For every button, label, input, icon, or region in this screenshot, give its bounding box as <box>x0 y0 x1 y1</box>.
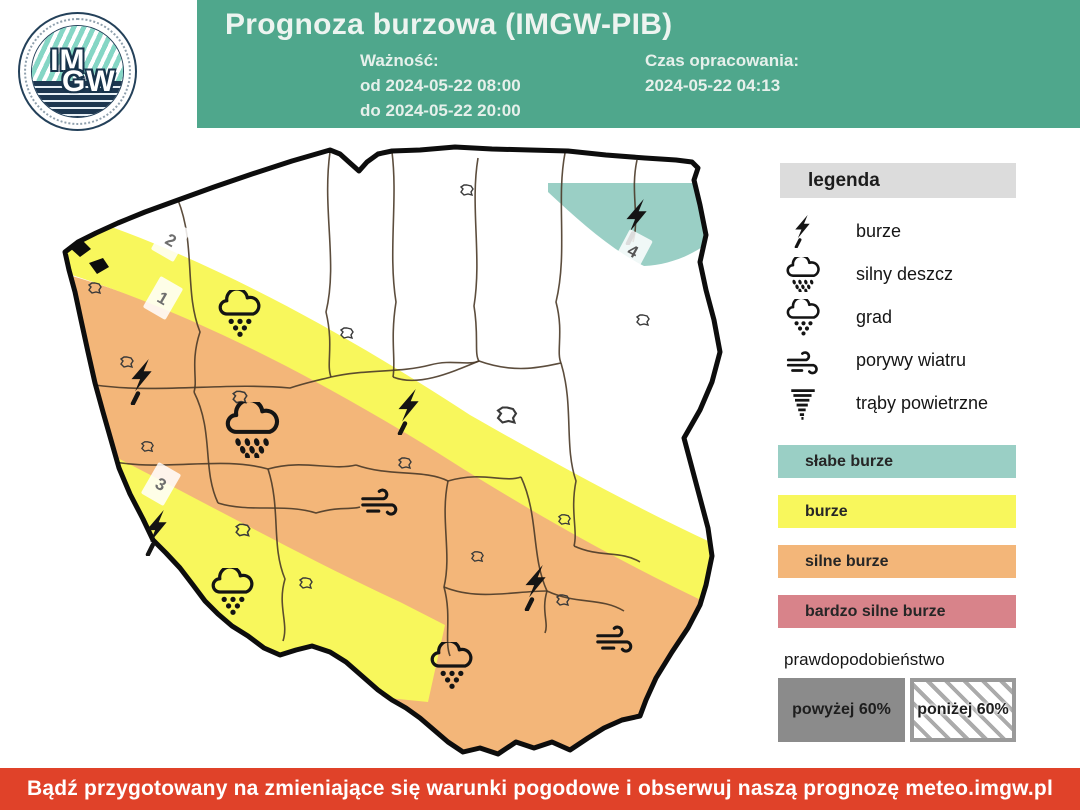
lagoon-islands <box>70 241 109 274</box>
heavy-rain-icon <box>786 257 821 292</box>
zone-weak-storms <box>548 183 716 266</box>
legend-row-heavy-rain: silny deszcz <box>780 253 1030 296</box>
severity-label: silne burze <box>805 553 889 570</box>
wind-gust-icon <box>784 347 822 375</box>
issued-label: Czas opracowania: <box>645 51 799 70</box>
legend-label: grad <box>856 307 893 327</box>
lightning-icon <box>793 215 814 248</box>
probability-label: poniżej 60% <box>917 701 1009 718</box>
tornado-icon <box>788 388 818 420</box>
legend-label: porywy wiatru <box>856 350 967 370</box>
imgw-logo-badge: IM GW <box>31 25 124 118</box>
severity-label: słabe burze <box>805 453 894 470</box>
legend-title: legenda <box>780 163 1016 198</box>
hail-icon <box>786 299 821 336</box>
severity-swatch-strong: silne burze <box>778 545 1016 578</box>
footer-banner: Bądź przygotowany na zmieniające się war… <box>0 768 1080 810</box>
zone-label-4: 4 <box>613 229 653 273</box>
legend-row-tornadoes: trąby powietrzne <box>780 382 1030 425</box>
zone-label-3: 3 <box>141 462 181 506</box>
severity-swatch-very-strong: bardzo silne burze <box>778 595 1016 628</box>
issued-time: 2024-05-22 04:13 <box>645 76 781 95</box>
validity-label: Ważność: <box>360 51 439 70</box>
legend-phenomena: burze silny deszcz grad porywy wiatru tr… <box>780 210 1030 425</box>
valid-to: do 2024-05-22 20:00 <box>360 101 521 120</box>
legend-label: silny deszcz <box>856 264 954 284</box>
probability-label: powyżej 60% <box>792 701 891 718</box>
legend-row-hail: grad <box>780 296 1030 339</box>
probability-below-60: poniżej 60% <box>910 678 1016 742</box>
legend-label: burze <box>856 221 902 241</box>
legend-row-wind-gusts: porywy wiatru <box>780 339 1030 382</box>
severity-swatch-weak: słabe burze <box>778 445 1016 478</box>
zone-storms-band <box>65 198 720 617</box>
valid-from: od 2024-05-22 08:00 <box>360 76 521 95</box>
zone-storms-southwest <box>76 438 445 702</box>
validity-block: Ważność: od 2024-05-22 08:00 do 2024-05-… <box>360 48 521 123</box>
severity-label: bardzo silne burze <box>805 603 946 620</box>
imgw-logo-sky <box>32 26 123 81</box>
imgw-logo-ring <box>24 18 131 125</box>
imgw-logo-text-im: IM <box>50 44 86 78</box>
zone-label-1: 1 <box>143 276 183 320</box>
legend-label: trąby powietrzne <box>856 393 989 413</box>
footer-message: Bądź przygotowany na zmieniające się war… <box>26 777 1053 800</box>
imgw-logo-text-gw: GW <box>62 65 116 99</box>
severity-label: burze <box>805 503 848 520</box>
page-title: Prognoza burzowa (IMGW-PIB) <box>225 8 673 41</box>
zone-label-2: 2 <box>151 218 191 262</box>
header-band: Prognoza burzowa (IMGW-PIB) Ważność: od … <box>197 0 1080 128</box>
probability-title: prawdopodobieństwo <box>784 650 945 669</box>
issued-block: Czas opracowania: 2024-05-22 04:13 <box>645 48 799 98</box>
legend-row-storms: burze <box>780 210 1030 253</box>
probability-above-60: powyżej 60% <box>778 678 905 742</box>
severity-swatch-storms: burze <box>778 495 1016 528</box>
imgw-logo: IM GW <box>18 12 137 131</box>
imgw-logo-sea <box>32 80 123 117</box>
